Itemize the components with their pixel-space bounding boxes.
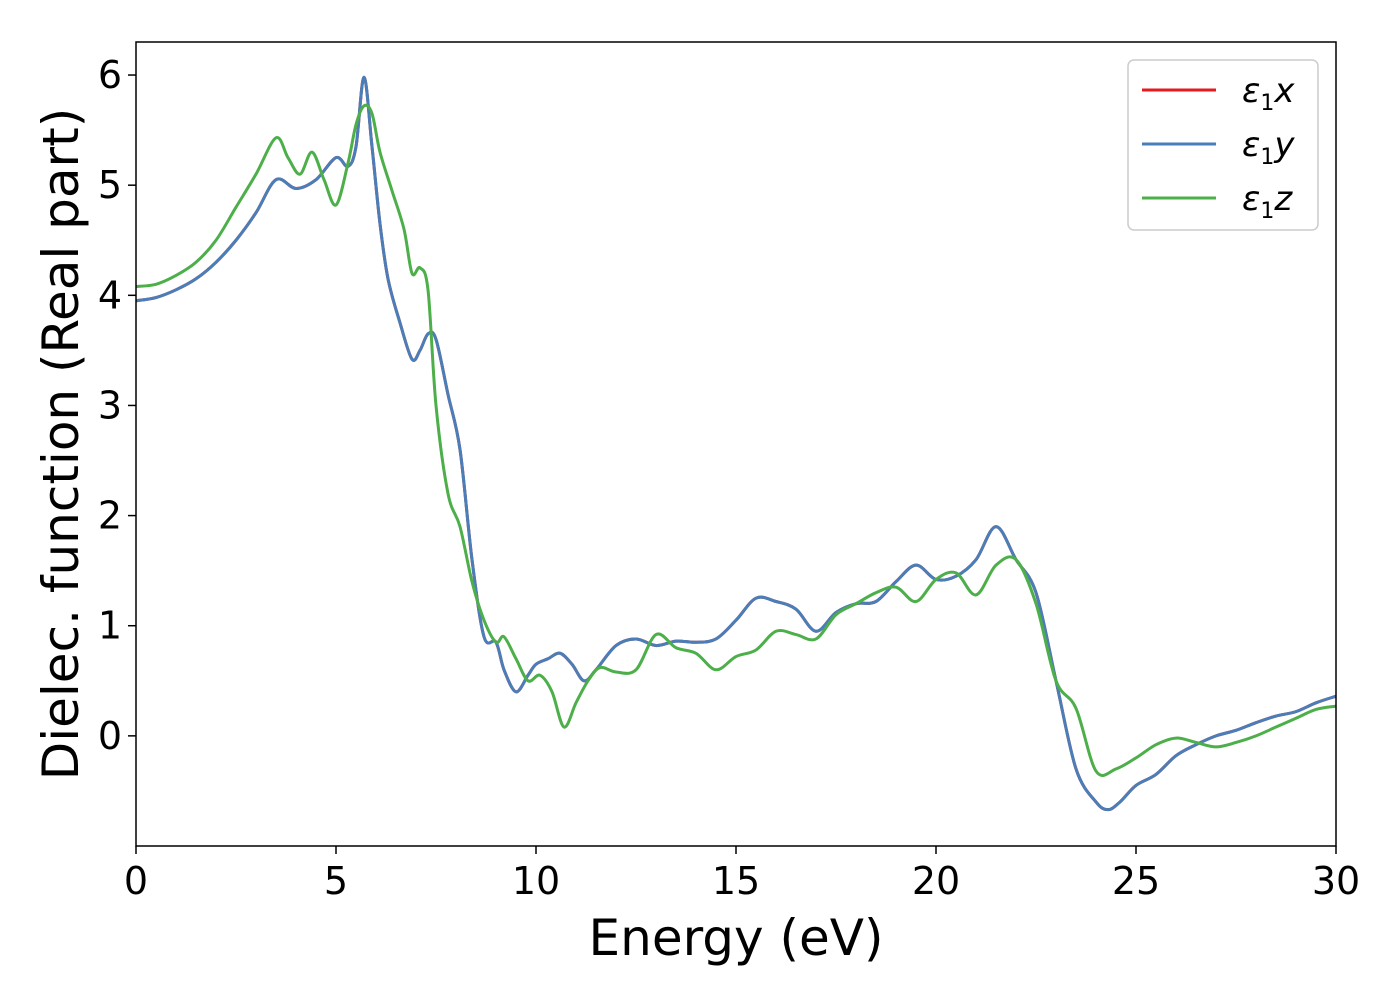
x-tick-label: 15 — [712, 859, 760, 903]
y-axis-ticks: 0 1 2 3 4 5 6 — [98, 53, 136, 758]
x-tick-label: 25 — [1112, 859, 1160, 903]
y-tick-label: 1 — [98, 604, 122, 648]
y-tick-label: 3 — [98, 383, 122, 427]
legend-label-y: ε1y — [1242, 125, 1295, 170]
y-tick-label: 2 — [98, 494, 122, 538]
legend-label-x: ε1x — [1242, 71, 1295, 116]
series-line-y — [135, 75, 1337, 812]
x-tick-label: 5 — [324, 859, 348, 903]
y-tick-label: 4 — [98, 273, 122, 317]
legend: ε1x ε1y ε1z — [1127, 59, 1319, 231]
x-axis-ticks: 0 5 10 15 20 25 30 — [124, 846, 1360, 903]
x-tick-label: 30 — [1312, 859, 1360, 903]
legend-label-z: ε1z — [1242, 179, 1293, 224]
x-axis-label: Energy (eV) — [589, 909, 884, 967]
y-axis-label: Dielec. function (Real part) — [32, 108, 90, 780]
y-tick-label: 5 — [98, 163, 122, 207]
y-tick-label: 0 — [98, 714, 122, 758]
x-tick-label: 10 — [512, 859, 560, 903]
x-tick-label: 20 — [912, 859, 960, 903]
legend-box — [1127, 59, 1319, 231]
x-tick-label: 0 — [124, 859, 148, 903]
y-tick-label: 6 — [98, 53, 122, 97]
series-layer — [135, 75, 1337, 812]
series-line-z — [135, 103, 1337, 777]
